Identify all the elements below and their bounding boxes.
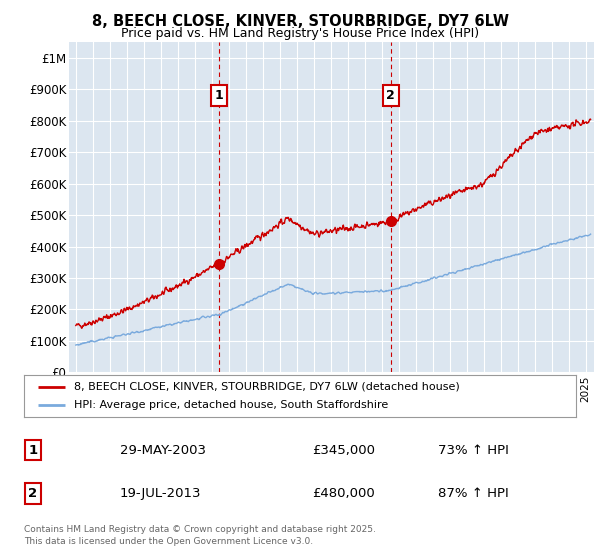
Text: 1: 1 bbox=[28, 444, 38, 457]
Text: 8, BEECH CLOSE, KINVER, STOURBRIDGE, DY7 6LW: 8, BEECH CLOSE, KINVER, STOURBRIDGE, DY7… bbox=[91, 14, 509, 29]
Text: 73% ↑ HPI: 73% ↑ HPI bbox=[438, 444, 509, 457]
Text: 87% ↑ HPI: 87% ↑ HPI bbox=[438, 487, 509, 500]
Text: 29-MAY-2003: 29-MAY-2003 bbox=[120, 444, 206, 457]
Text: £480,000: £480,000 bbox=[312, 487, 375, 500]
Text: 8, BEECH CLOSE, KINVER, STOURBRIDGE, DY7 6LW (detached house): 8, BEECH CLOSE, KINVER, STOURBRIDGE, DY7… bbox=[74, 382, 460, 392]
Text: 2: 2 bbox=[28, 487, 38, 500]
Text: 2: 2 bbox=[386, 89, 395, 102]
Text: HPI: Average price, detached house, South Staffordshire: HPI: Average price, detached house, Sout… bbox=[74, 400, 388, 410]
Text: Contains HM Land Registry data © Crown copyright and database right 2025.
This d: Contains HM Land Registry data © Crown c… bbox=[24, 525, 376, 546]
Text: 19-JUL-2013: 19-JUL-2013 bbox=[120, 487, 202, 500]
Text: 1: 1 bbox=[214, 89, 223, 102]
Text: Price paid vs. HM Land Registry's House Price Index (HPI): Price paid vs. HM Land Registry's House … bbox=[121, 27, 479, 40]
Text: £345,000: £345,000 bbox=[312, 444, 375, 457]
